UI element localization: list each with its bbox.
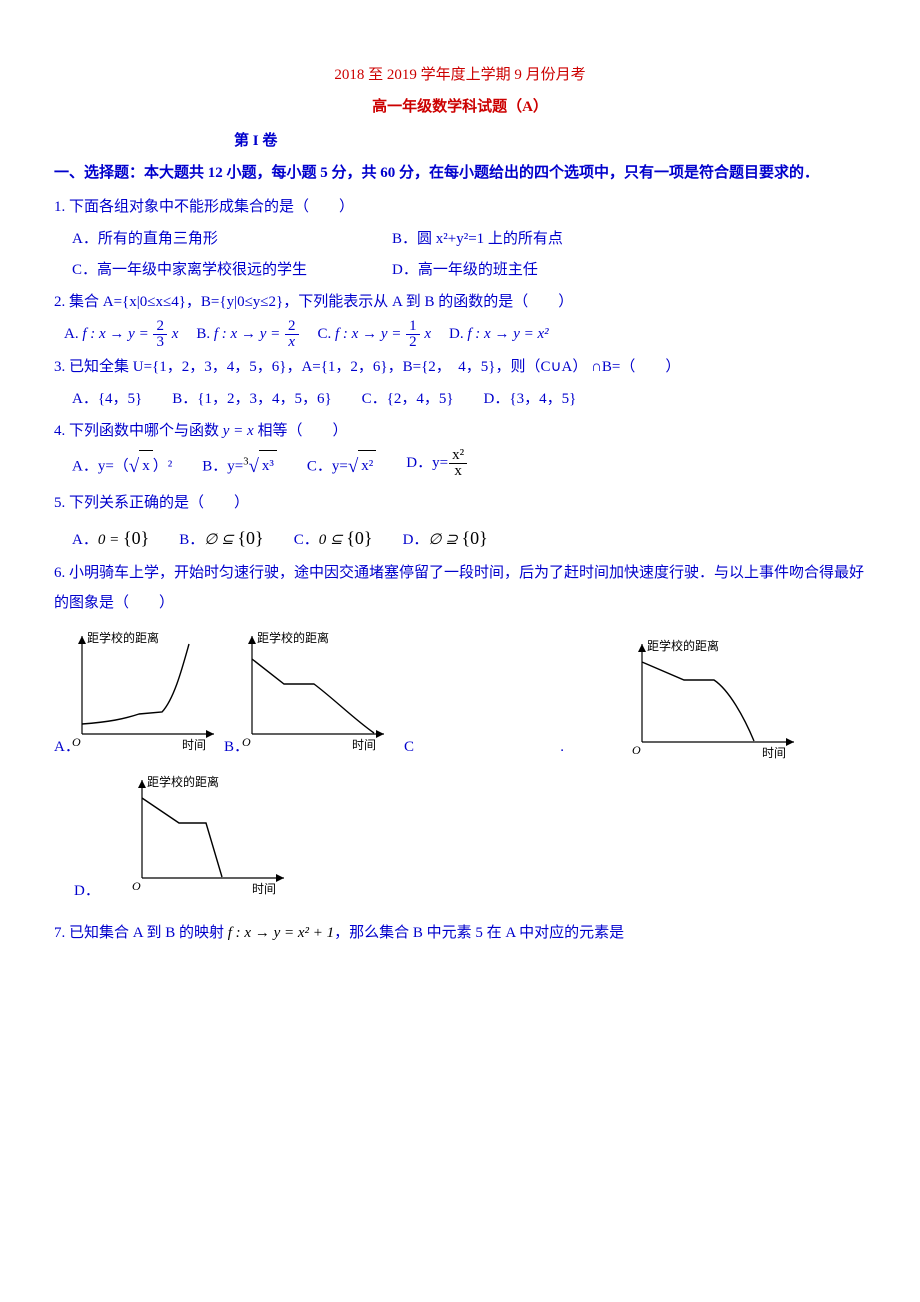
q6-graph-c: C . bbox=[404, 624, 574, 762]
q6-label-a: A． bbox=[54, 732, 80, 762]
q1-opt-b: B．圆 x²+y²=1 上的所有点 bbox=[392, 224, 563, 254]
q4-options: A．y=（√x）² B．y=3√x³ C．y=√x² D．y=x²x bbox=[72, 448, 866, 486]
q4-opt-d: D．y=x²x bbox=[406, 448, 468, 486]
q1-stem: 1. 下面各组对象中不能形成集合的是（ ） bbox=[54, 192, 866, 222]
q6-label-d: D． bbox=[74, 876, 100, 906]
svg-text:距学校的距离: 距学校的距离 bbox=[647, 638, 719, 653]
q2-stem: 2. 集合 A={x|0≤x≤4}，B={y|0≤y≤2}，下列能表示从 A 到… bbox=[54, 287, 866, 317]
exam-header-line2: 高一年级数学科试题（A） bbox=[54, 92, 866, 122]
svg-text:距学校的距离: 距学校的距离 bbox=[257, 630, 329, 645]
svg-text:时间: 时间 bbox=[182, 738, 206, 752]
q6-graph-right: 距学校的距离 时间 O bbox=[614, 632, 804, 762]
q3-opt-a: A．{4，5} bbox=[72, 384, 142, 414]
q3-opt-c: C．{2，4，5} bbox=[362, 384, 454, 414]
q6-graph-d: 距学校的距离 时间 O D． bbox=[114, 768, 294, 906]
q5-options: A．0 = {0} B．∅ ⊆ {0} C．0 ⊆ {0} D．∅ ⊇ {0} bbox=[72, 520, 866, 556]
q3-stem: 3. 已知全集 U={1，2，3，4，5，6}，A={1，2，6}，B={2， … bbox=[54, 352, 866, 382]
q5-opt-b: B．∅ ⊆ {0} bbox=[179, 520, 263, 556]
q2-opt-d: D. f : x → y = x² bbox=[449, 319, 549, 350]
q2-opt-b: B. f : x → y = 2x bbox=[196, 319, 299, 350]
q7-stem: 7. 已知集合 A 到 B 的映射 f : x → y = x² + 1，那么集… bbox=[54, 918, 866, 948]
svg-text:时间: 时间 bbox=[352, 738, 376, 752]
graph-b-svg: 距学校的距离 时间 O bbox=[224, 624, 394, 754]
q6-graphs-row2: 距学校的距离 时间 O D． bbox=[54, 768, 866, 906]
q2-opt-a: A. f : x → y = 23 x bbox=[64, 319, 178, 350]
q5-stem: 5. 下列关系正确的是（ ） bbox=[54, 488, 866, 518]
q2-opt-c: C. f : x → y = 12 x bbox=[318, 319, 432, 350]
q1-options-row2: C．高一年级中家离学校很远的学生 D．高一年级的班主任 bbox=[72, 255, 866, 285]
q3-options: A．{4，5} B．{1，2，3，4，5，6} C．{2，4，5} D．{3，4… bbox=[72, 384, 866, 414]
svg-text:时间: 时间 bbox=[252, 882, 276, 896]
svg-text:O: O bbox=[132, 879, 141, 893]
q3-opt-b: B．{1，2，3，4，5，6} bbox=[172, 384, 331, 414]
q6-graphs-row1: 距学校的距离 时间 O A． 距学校的距离 时间 O B． C . bbox=[54, 624, 866, 762]
q4-opt-c: C．y=√x² bbox=[307, 448, 376, 486]
q1-opt-c: C．高一年级中家离学校很远的学生 bbox=[72, 255, 362, 285]
section-instructions: 一、选择题：本大题共 12 小题，每小题 5 分，共 60 分，在每小题给出的四… bbox=[54, 158, 866, 188]
q5-opt-a: A．0 = {0} bbox=[72, 520, 149, 556]
q6-label-dot: . bbox=[560, 732, 564, 762]
svg-text:距学校的距离: 距学校的距离 bbox=[147, 774, 219, 789]
q6-label-b: B． bbox=[224, 732, 249, 762]
svg-text:距学校的距离: 距学校的距离 bbox=[87, 630, 159, 645]
graph-c-svg bbox=[404, 624, 574, 754]
svg-text:时间: 时间 bbox=[762, 746, 786, 760]
q4-opt-a: A．y=（√x）² bbox=[72, 448, 172, 486]
q4-stem: 4. 下列函数中哪个与函数 y = x 相等（ ） bbox=[54, 416, 866, 446]
q1-opt-a: A．所有的直角三角形 bbox=[72, 224, 362, 254]
q1-opt-d: D．高一年级的班主任 bbox=[392, 255, 538, 285]
q2-options: A. f : x → y = 23 x B. f : x → y = 2x C.… bbox=[64, 319, 866, 350]
q1-options-row1: A．所有的直角三角形 B．圆 x²+y²=1 上的所有点 bbox=[72, 224, 866, 254]
graph-d-svg: 距学校的距离 时间 O bbox=[114, 768, 294, 898]
q5-opt-d: D．∅ ⊇ {0} bbox=[403, 520, 488, 556]
q6-graph-b: 距学校的距离 时间 O B． bbox=[224, 624, 394, 762]
q6-graph-a: 距学校的距离 时间 O A． bbox=[54, 624, 224, 762]
svg-text:O: O bbox=[632, 743, 641, 757]
graph-right-svg: 距学校的距离 时间 O bbox=[614, 632, 804, 762]
part-title: 第 I 卷 bbox=[234, 126, 866, 156]
q6-label-c: C bbox=[404, 732, 414, 762]
q5-opt-c: C．0 ⊆ {0} bbox=[294, 520, 373, 556]
q3-opt-d: D．{3，4，5} bbox=[484, 384, 577, 414]
exam-header-line1: 2018 至 2019 学年度上学期 9 月份月考 bbox=[54, 60, 866, 90]
q4-opt-b: B．y=3√x³ bbox=[202, 448, 277, 486]
q6-stem: 6. 小明骑车上学，开始时匀速行驶，途中因交通堵塞停留了一段时间，后为了赶时间加… bbox=[54, 558, 866, 618]
